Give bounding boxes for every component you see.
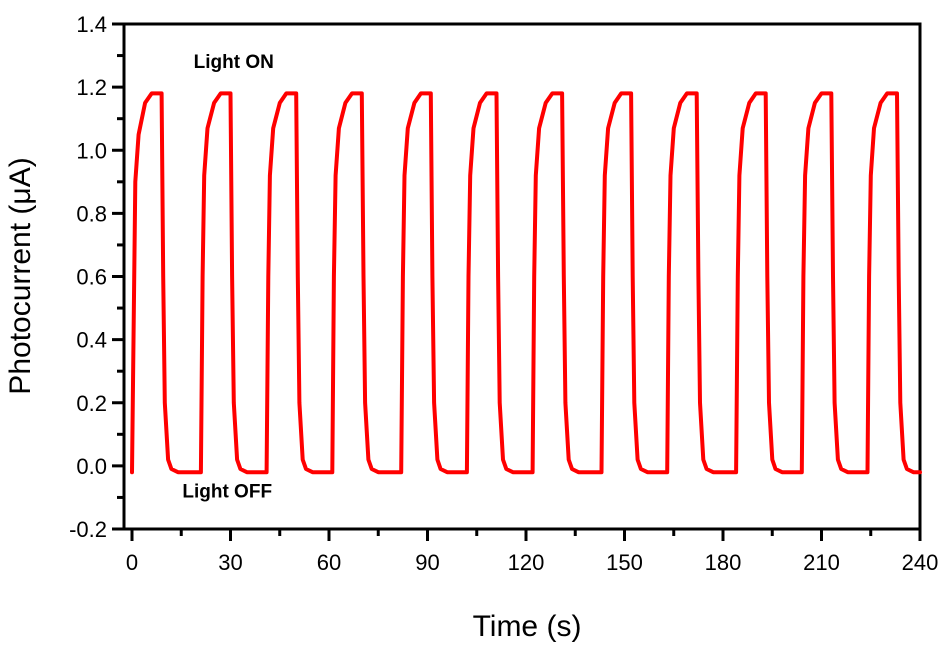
y-tick-label: 0.0 (76, 454, 107, 479)
x-tick-label: 150 (606, 550, 643, 575)
y-tick-label: 0.6 (76, 265, 107, 290)
annotation-label: Light ON (194, 52, 274, 73)
annotation-label: Light OFF (182, 481, 272, 502)
x-tick-label: 90 (415, 550, 439, 575)
photocurrent-series-line (130, 91, 922, 475)
y-tick-label: 1.2 (76, 75, 107, 100)
y-tick-label: 0.2 (76, 391, 107, 416)
x-tick-label: 30 (218, 550, 242, 575)
y-tick-label: 1.0 (76, 138, 107, 163)
x-tick-label: 0 (126, 550, 138, 575)
y-axis-title: Photocurrent (μA) (4, 157, 37, 394)
x-tick-label: 210 (803, 550, 840, 575)
x-tick-label: 240 (902, 550, 939, 575)
x-tick-label: 180 (705, 550, 742, 575)
x-axis-title: Time (s) (473, 610, 582, 643)
y-tick-label: 0.8 (76, 201, 107, 226)
tick-labels: 0 30 60 90 120 150 180 210 240 -0.2 0.0 0.2 0.4 0.6 0.… (69, 12, 938, 575)
y-tick-label: -0.2 (69, 517, 107, 542)
y-tick-label: 0.4 (76, 328, 107, 353)
y-tick-label: 1.4 (76, 12, 107, 37)
axis-ticks (112, 22, 922, 541)
x-tick-label: 120 (508, 550, 545, 575)
annotations: Light ON Light OFF (182, 52, 274, 502)
x-tick-label: 60 (317, 550, 341, 575)
